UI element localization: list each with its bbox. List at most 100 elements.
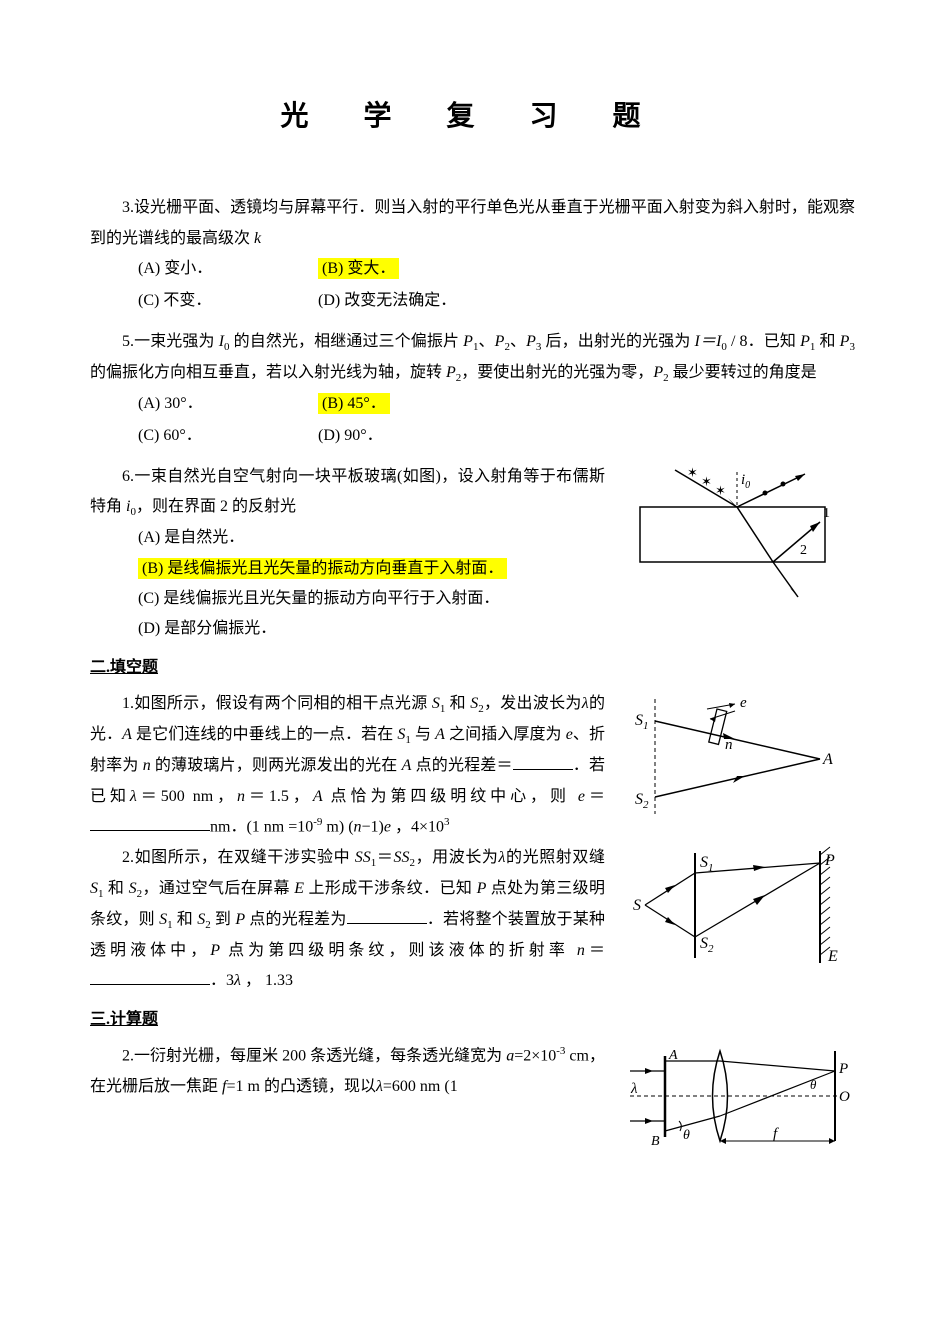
f2-n: n [577,942,585,959]
f2-t3: 的光照射双缝 [505,849,605,866]
f1-l2: λ [130,788,137,805]
f2-S2: S [129,880,137,897]
c2-lambda: λ [376,1078,383,1095]
question-3: 3.设光栅平面、透镜均与屏幕平行．则当入射的平行单色光从垂直于光栅平面入射变为斜… [90,193,855,319]
q5-c1: 、 [478,333,494,350]
f2-S2b: S [197,911,205,928]
f1-with: 与 [411,726,435,743]
f1-label-S2: S2 [635,791,649,811]
f2-eq: ＝ [376,849,393,866]
calc-2-row: 2.一衍射光栅，每厘米 200 条透光缝，每条透光缝宽为 a=2×10-3 cm… [90,1041,855,1151]
f2-label-S1: S1 [700,854,714,874]
q5-opt-a: (A) 30°． [138,389,318,419]
f2-S1b: S [159,911,167,928]
q5-options-2: (C) 60°． (D) 90°． [90,421,855,453]
f1-stem: 1.如图所示，假设有两个同相的相干点光源 S1 和 S2，发出波长为λ的光．A … [90,689,605,843]
f1-label-n: n [725,737,733,753]
q6-figure: ✶ ✶ ✶ i0 1 2 [625,462,855,645]
f1-t1: 1.如图所示，假设有两个同相的相干点光源 [122,695,432,712]
c2-label-theta2: θ [810,1077,817,1092]
q5-t4: / 8．已知 [727,333,800,350]
f1-Ac: A [402,757,412,774]
q6-stem: 6.一束自然光自空气射向一块平板玻璃(如图)，设入射角等于布儒斯特角 i0，则在… [90,462,605,523]
q5-c2: 、 [510,333,526,350]
q3-opt-c: (C) 不变． [138,286,318,316]
q6-t2: ，则在界面 2 的反射光 [136,498,296,515]
q6-svg: ✶ ✶ ✶ i0 1 2 [625,462,835,602]
q6-opt-b: (B) 是线偏振光且光矢量的振动方向垂直于入射面． [90,554,605,584]
f2-figure: S S1 S2 P E [625,843,855,997]
f2-t10: ＝ [585,942,605,959]
q6-label-1: 1 [823,506,830,521]
f1-t7: 的薄玻璃片，则两光源发出的光在 [151,757,402,774]
q5-P2c: P [653,364,663,381]
section-3-title: 三.计算题 [90,1005,855,1035]
f1-asup: 3 [444,816,450,828]
c2-label-theta: θ [683,1128,690,1143]
q5-opt-b: (B) 45°． [318,389,498,419]
q5-P2: P [495,333,505,350]
q6-label-2: 2 [800,543,807,558]
fill-1-row: 1.如图所示，假设有两个同相的相干点光源 S1 和 S2，发出波长为λ的光．A … [90,689,855,843]
q6-opt-c: (C) 是线偏振光且光矢量的振动方向平行于入射面． [90,584,605,614]
q5-opt-d: (D) 90°． [318,421,498,451]
f2-t2: ，用波长为 [415,849,499,866]
f1-n2: n [237,788,245,805]
f1-am: −1) [362,818,384,835]
c2-t1: 2.一衍射光栅，每厘米 200 条透光缝，每条透光缝宽为 [122,1048,506,1065]
c2-t5: =600 nm (1 [383,1078,458,1095]
f1-blank1 [513,754,573,770]
q5-s3b: 3 [849,341,855,353]
star-icon: ✶ [701,474,712,489]
c2-t4: =1 m 的凸透镜，现以 [226,1078,375,1095]
f1-S2: S [470,695,478,712]
f2-stem: 2.如图所示，在双缝干涉实验中 SS1＝SS2，用波长为λ的光照射双缝 S1 和… [90,843,605,997]
f2-t4: ，通过空气后在屏幕 [142,880,294,897]
q5-opt-c: (C) 60°． [138,421,318,451]
page-title: 光 学 复 习 题 [90,90,855,143]
f1-t5: 之间插入厚度为 [445,726,566,743]
c2-label-B: B [651,1134,660,1149]
f1-t13: ＝ [585,788,605,805]
c2-label-O: O [839,1089,850,1105]
q5-options: (A) 30°． (B) 45°． [90,389,855,421]
f1-t2: ，发出波长为 [484,695,582,712]
f2-svg: S S1 S2 P E [625,843,845,973]
f1-Ad: A [313,788,323,805]
q3-opt-b: (B) 变大． [318,254,498,284]
f2-Pb: P [235,911,245,928]
q3-opt-a: (A) 变小． [138,254,318,284]
q5-P1: P [463,333,473,350]
f2-and2: 和 [173,911,198,928]
f2-label-P: P [824,852,835,869]
c2-a: a [506,1048,514,1065]
f2-P: P [477,880,487,897]
c2-svg: A B λ P O f θ θ [625,1041,855,1151]
f2-label-S: S [633,897,641,914]
q3-options-2: (C) 不变． (D) 改变无法确定． [90,286,855,318]
f2-Pc: P [210,942,220,959]
q3-opt-d: (D) 改变无法确定． [318,286,498,316]
f2-and: 和 [104,880,129,897]
f2-t7: 点的光程差为 [245,911,346,928]
c2-label-f: f [773,1126,779,1142]
f1-label-S1: S1 [635,712,649,732]
f1-ut: m) [322,818,348,835]
c2-label-P: P [838,1061,848,1077]
question-6-row: 6.一束自然光自空气射向一块平板玻璃(如图)，设入射角等于布儒斯特角 i0，则在… [90,462,855,645]
f1-t12: 点恰为第四级明纹中心，则 [323,788,578,805]
fill-2-row: 2.如图所示，在双缝干涉实验中 SS1＝SS2，用波长为λ的光照射双缝 S1 和… [90,843,855,997]
f1-as: ，4×10 [391,818,444,835]
f1-t4: 是它们连线的中垂线上的一点．若在 [132,726,397,743]
q5-opt-b-hl: (B) 45°． [318,393,390,414]
f2-t1: 2.如图所示，在双缝干涉实验中 [122,849,355,866]
f1-e2: e [578,788,585,805]
q3-opt-b-hl: (B) 变大． [318,258,399,279]
f1-and: 和 [445,695,470,712]
f1-an: n [354,818,362,835]
f1-lambda: λ [582,695,589,712]
f1-unit: nm．(1 nm =10 [210,818,313,835]
question-5: 5.一束光强为 I0 的自然光，相继通过三个偏振片 P1、P2、P3 后，出射光… [90,327,855,454]
f1-Ab: A [435,726,445,743]
f2-S1: S [90,880,98,897]
